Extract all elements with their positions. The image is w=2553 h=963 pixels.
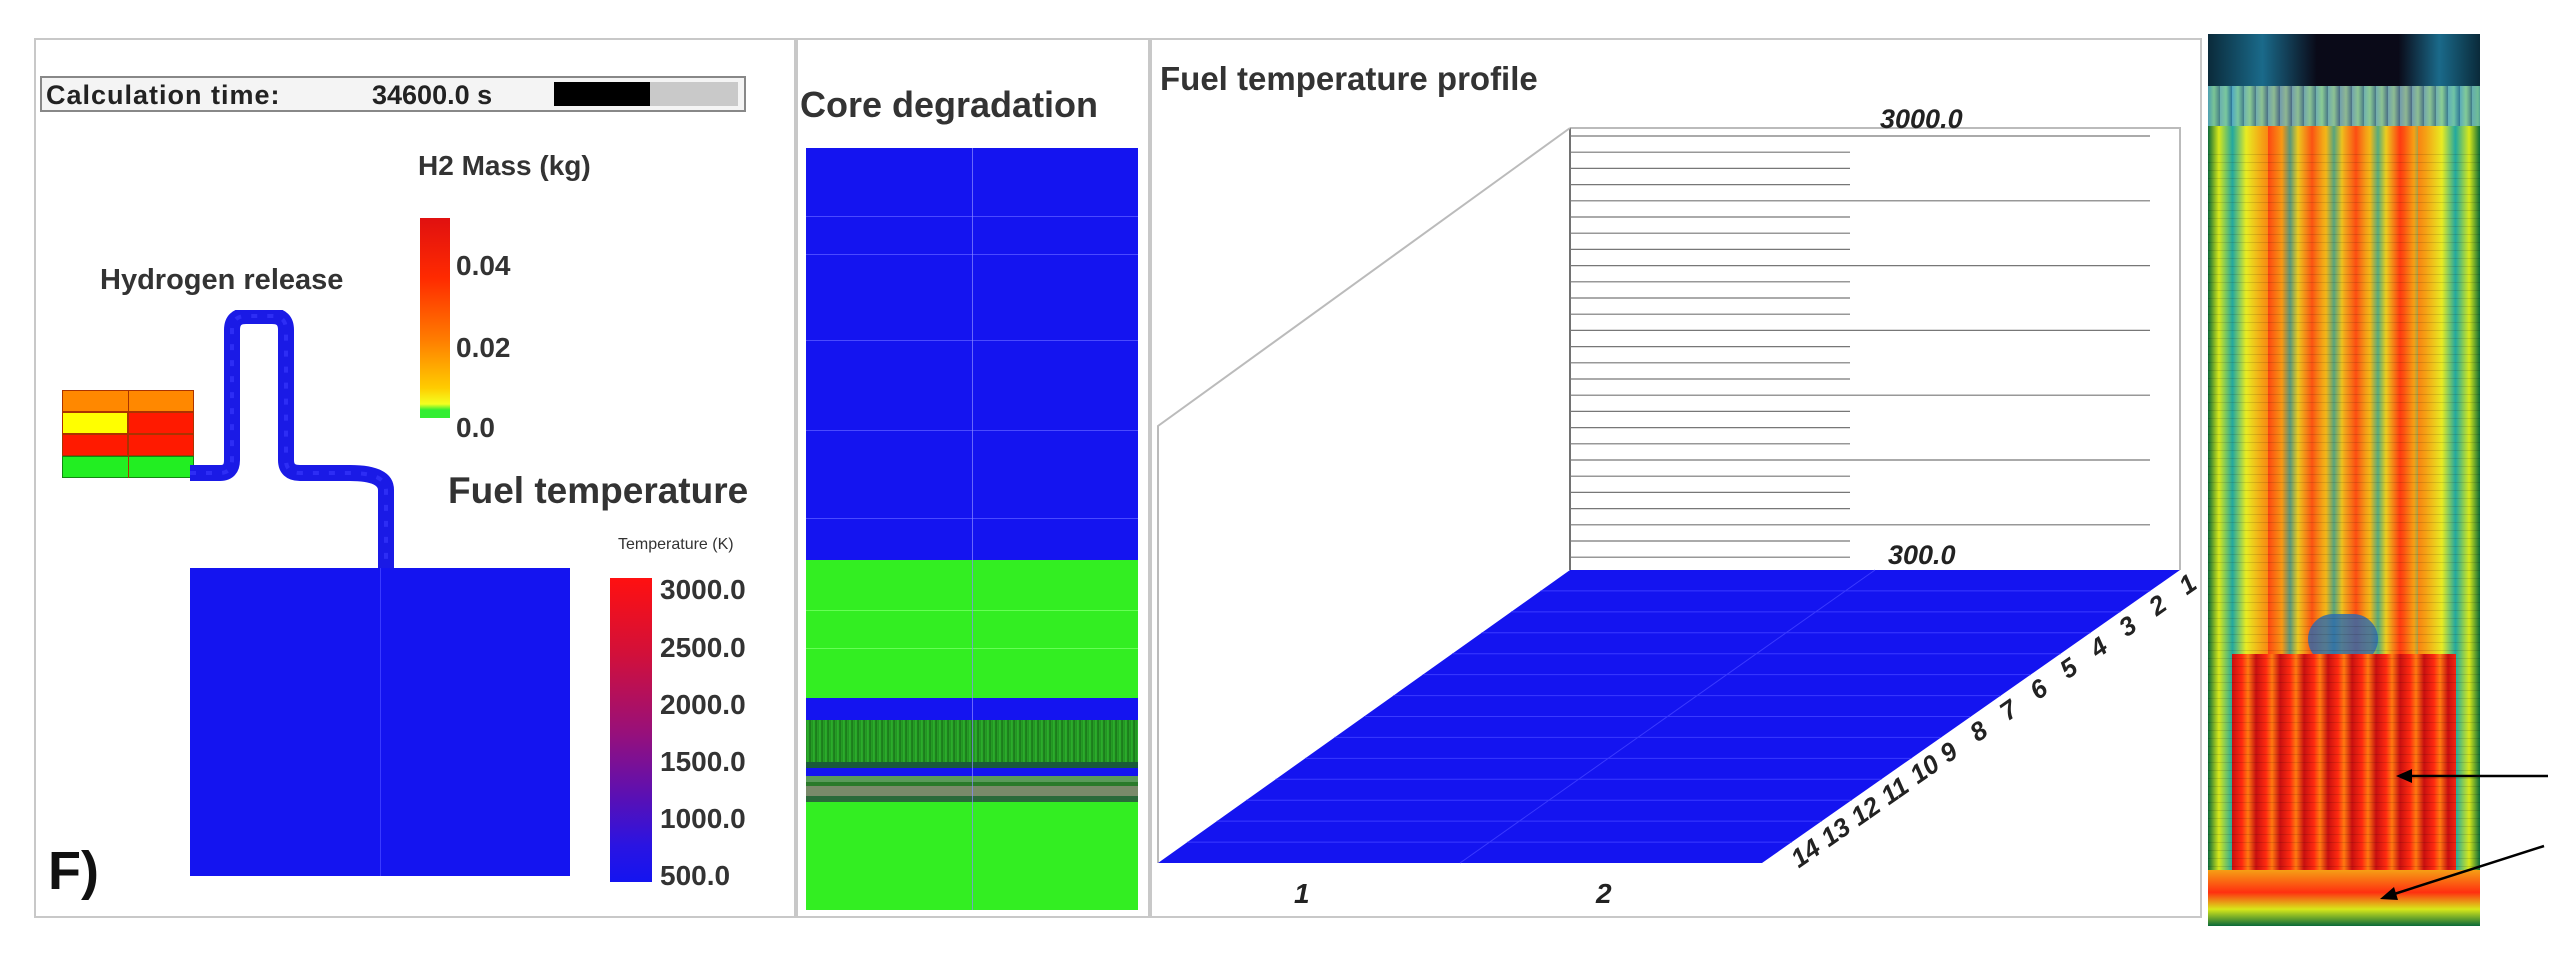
- arrow-markers: [2380, 769, 2548, 900]
- temperature-tick: 3000.0: [660, 574, 746, 605]
- hydrogen-release-title: Hydrogen release: [100, 264, 344, 296]
- core-degradation-map: [806, 148, 1138, 910]
- temperature-tick: 1500.0: [660, 746, 746, 777]
- temperature-tick: 2500.0: [660, 632, 746, 663]
- calculation-time-value: 34600.0 s: [372, 80, 493, 110]
- h2-mass-colorbar: [420, 218, 450, 418]
- x-axis-tick-label: 1: [1294, 878, 1310, 909]
- temperature-legend-title: Temperature (K): [618, 536, 734, 553]
- h2-mass-legend-title: H2 Mass (kg): [418, 150, 591, 181]
- temperature-field-image: [2208, 34, 2480, 926]
- hydrogen-release-grid: [62, 390, 194, 480]
- h2-mass-tick: 0.04: [456, 250, 511, 281]
- calculation-progress-fill: [554, 82, 650, 106]
- temperature-colorbar: [610, 578, 652, 882]
- reactor-vessel-block: [190, 568, 570, 876]
- temperature-tick: 500.0: [660, 860, 731, 891]
- h2-mass-tick: 0.02: [456, 332, 511, 363]
- figure-label: F): [48, 841, 99, 901]
- profile-title: Fuel temperature profile: [1160, 60, 1538, 97]
- hydrogen-pipe: [190, 310, 394, 572]
- calculation-progress-bar: [554, 82, 738, 106]
- temperature-tick: 1000.0: [660, 803, 746, 834]
- z-axis-min-label: 300.0: [1888, 540, 1956, 570]
- fuel-temperature-title: Fuel temperature: [448, 470, 749, 511]
- h2-mass-tick: 0.0: [456, 412, 495, 443]
- core-degradation-title: Core degradation: [800, 84, 1099, 125]
- fuel-temperature-profile-chart: [1157, 127, 2181, 864]
- x-axis-tick-label: 2: [1596, 878, 1612, 909]
- z-axis-max-label: 3000.0: [1880, 104, 1963, 134]
- back-wall-gridlines: [1570, 135, 2150, 558]
- calculation-time-label: Calculation time:: [46, 80, 281, 110]
- temperature-tick: 2000.0: [660, 689, 746, 720]
- calculation-time-box: Calculation time: 34600.0 s: [40, 76, 746, 112]
